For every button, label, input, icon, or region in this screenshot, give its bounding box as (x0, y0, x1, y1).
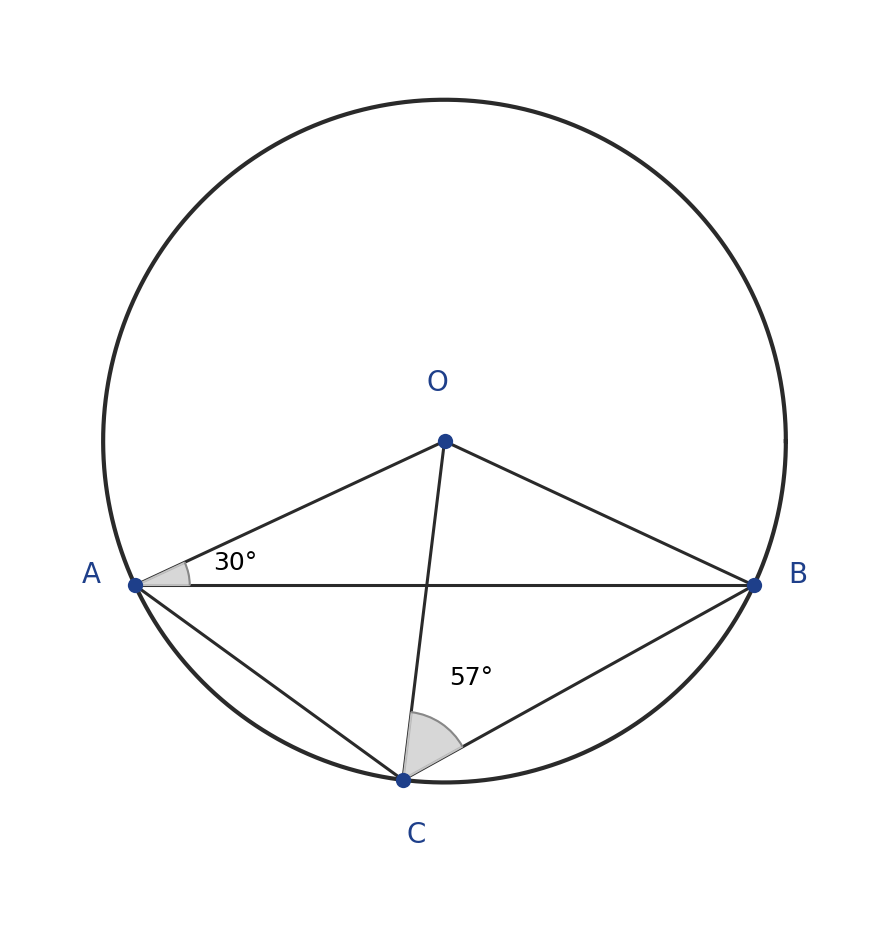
Text: 57°: 57° (450, 666, 493, 690)
Polygon shape (403, 712, 462, 780)
Text: A: A (82, 561, 101, 589)
Polygon shape (135, 563, 189, 585)
Text: C: C (407, 821, 426, 849)
Text: 30°: 30° (213, 551, 257, 575)
Text: B: B (788, 561, 807, 589)
Text: O: O (427, 368, 449, 397)
